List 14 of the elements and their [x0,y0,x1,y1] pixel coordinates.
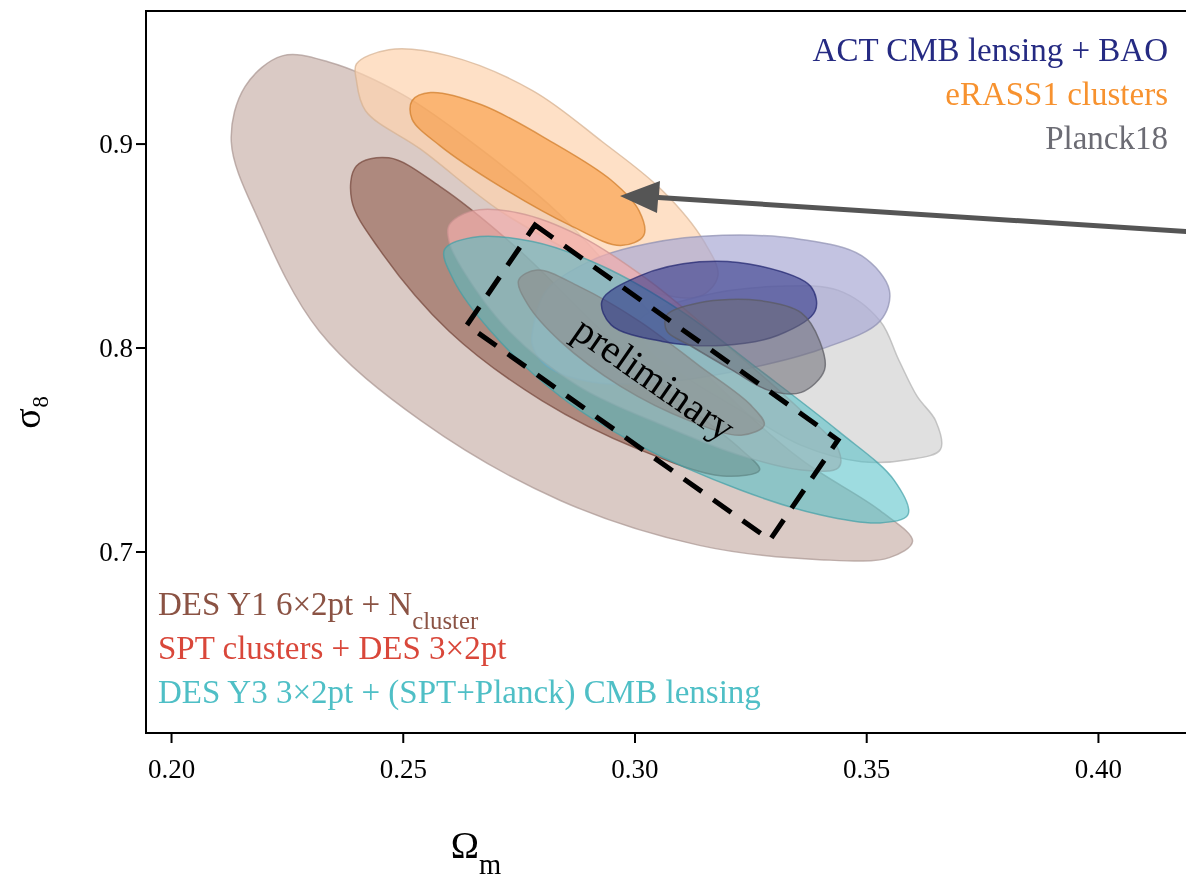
x-tick-label: 0.35 [843,754,891,785]
x-tick-label: 0.40 [1074,754,1123,785]
text: ACT CMB lensing + BAO [812,32,1168,68]
text: eRASS1 clusters [945,76,1168,112]
x-tick-label: 0.25 [379,754,427,785]
y-tick-label: 0.7 [99,536,133,567]
x-tick-label: 0.20 [147,754,196,785]
text: Planck18 [1045,120,1168,156]
y-axis-title: σ₈ [6,395,48,429]
x-tick-label: 0.30 [611,754,659,785]
x-axis-title: Ω$_{m}$ [450,824,502,880]
text: DES Y3 3×2pt + (SPT+Planck) CMB lensing [158,674,761,711]
y-tick-label: 0.9 [99,128,133,159]
y-tick-label: 0.8 [99,332,133,363]
